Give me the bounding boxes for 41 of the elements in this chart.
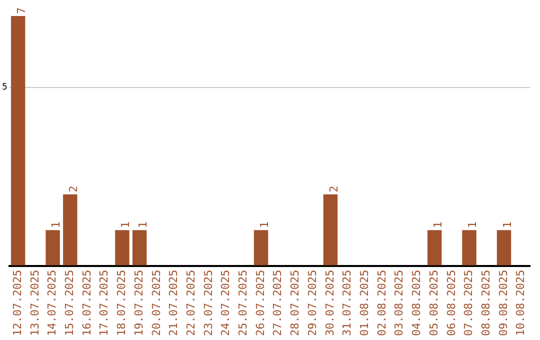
x-tick-label: 21.07.2025 — [167, 270, 180, 336]
x-tick-label: 20.07.2025 — [150, 270, 163, 336]
data-label: 1 — [119, 221, 132, 228]
data-label: 1 — [136, 221, 150, 228]
x-tick-label: 23.07.2025 — [202, 270, 215, 336]
x-tick-label: 18.07.2025 — [115, 270, 128, 336]
x-tick-label: 14.07.2025 — [46, 270, 59, 336]
x-tick-label: 12.07.2025 — [10, 270, 24, 336]
data-label: 1 — [500, 221, 514, 228]
x-tick-label: 28.07.2025 — [288, 270, 302, 336]
x-tick-label: 31.07.2025 — [340, 270, 354, 336]
x-tick-label: 13.07.2025 — [28, 270, 42, 336]
data-label: 1 — [431, 221, 444, 228]
x-tick-label: 10.08.2025 — [514, 270, 528, 336]
x-tick-label: 03.08.2025 — [392, 270, 406, 336]
x-tick-label: 06.08.2025 — [444, 270, 458, 336]
x-tick-label: 07.08.2025 — [462, 270, 476, 336]
x-tick-label: 19.07.2025 — [132, 270, 146, 336]
x-tick-label: 22.07.2025 — [184, 270, 198, 336]
x-tick-label: 01.08.2025 — [358, 270, 372, 336]
data-label: 1 — [466, 221, 480, 228]
data-label: 1 — [258, 221, 271, 228]
x-tick-label: 29.07.2025 — [306, 270, 319, 336]
data-label: 2 — [67, 186, 80, 192]
x-tick-label: 08.08.2025 — [479, 270, 492, 336]
x-tick-label: 25.07.2025 — [236, 270, 250, 336]
x-tick-label: 04.08.2025 — [410, 270, 424, 336]
y-tick-label: 5 — [2, 82, 8, 93]
x-tick-label: 27.07.2025 — [271, 270, 284, 336]
x-tick-label: 05.08.2025 — [427, 270, 440, 336]
x-tick-label: 26.07.2025 — [254, 270, 267, 336]
data-label: 1 — [50, 221, 63, 228]
x-tick-label: 02.08.2025 — [375, 270, 388, 336]
data-label: 2 — [327, 186, 340, 192]
x-tick-label: 30.07.2025 — [323, 270, 336, 336]
x-tick-label: 24.07.2025 — [219, 270, 232, 336]
data-label: 7 — [14, 7, 28, 14]
x-tick-label: 17.07.2025 — [98, 270, 111, 336]
x-tick-label: 16.07.2025 — [80, 270, 94, 336]
x-tick-label: 09.08.2025 — [496, 270, 510, 336]
x-tick-label: 15.07.2025 — [63, 270, 76, 336]
